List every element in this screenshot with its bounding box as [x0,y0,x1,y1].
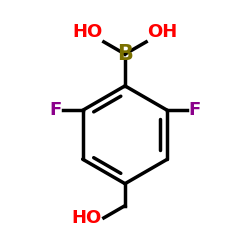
Text: F: F [49,101,61,119]
Text: F: F [189,101,201,119]
Text: B: B [117,44,133,64]
Text: HO: HO [72,23,102,41]
Text: HO: HO [72,209,102,227]
Text: OH: OH [148,23,178,41]
